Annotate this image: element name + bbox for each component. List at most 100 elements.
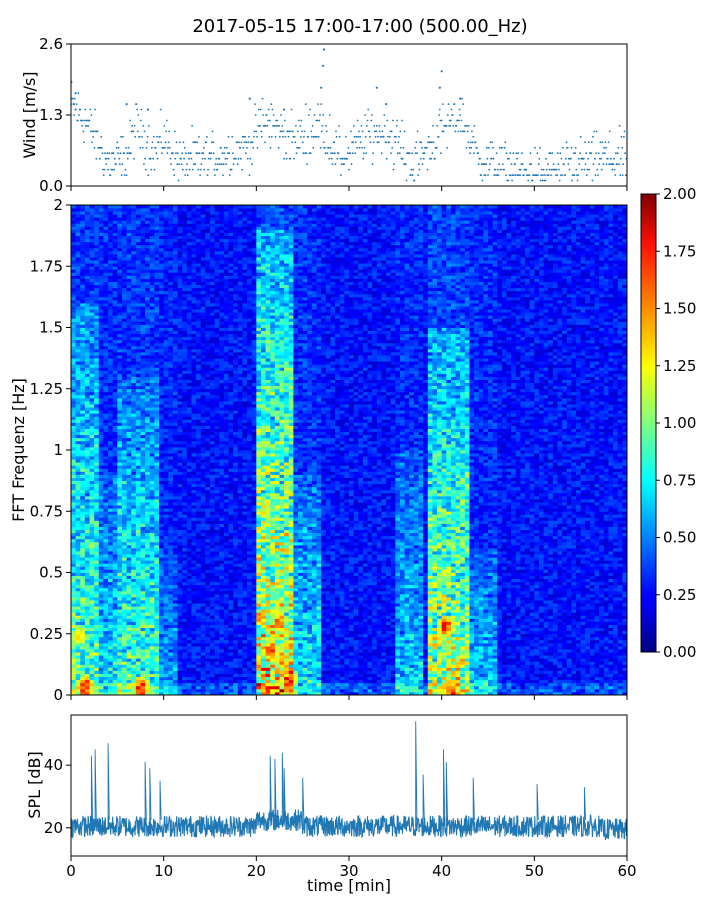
heatmap-cell [163, 685, 169, 690]
heatmap-cell [186, 551, 192, 555]
heatmap-cell [131, 639, 137, 644]
heatmap-cell [108, 394, 114, 399]
heatmap-cell [89, 597, 95, 601]
heatmap-cell [117, 532, 123, 537]
wind-point [498, 163, 500, 166]
heatmap-cell [117, 667, 123, 671]
heatmap-cell [135, 615, 141, 619]
heatmap-cell [140, 223, 146, 227]
heatmap-cell [126, 520, 132, 524]
heatmap-cell [131, 266, 137, 270]
heatmap-cell [89, 658, 95, 662]
heatmap-cell [117, 639, 123, 644]
heatmap-cell [135, 514, 141, 518]
wind-point [268, 135, 271, 138]
heatmap-cell [121, 456, 127, 460]
heatmap-cell [94, 655, 100, 659]
heatmap-cell [145, 606, 151, 610]
heatmap-cell [89, 456, 95, 460]
heatmap-cell [75, 321, 81, 325]
heatmap-cell [108, 480, 114, 485]
heatmap-cell [98, 318, 104, 322]
wind-point [515, 152, 518, 155]
heatmap-cell [154, 379, 160, 384]
heatmap-cell [172, 685, 178, 690]
heatmap-cell [163, 465, 169, 469]
wind-point [105, 157, 108, 160]
heatmap-cell [145, 489, 151, 494]
heatmap-cell [94, 315, 100, 319]
heatmap-cell [98, 257, 104, 261]
heatmap-cell [94, 514, 100, 518]
wind-point [296, 130, 299, 133]
wind-point [72, 103, 75, 106]
heatmap-cell [84, 257, 90, 261]
heatmap-cell [103, 309, 109, 313]
heatmap-cell [103, 627, 109, 632]
heatmap-cell [84, 370, 90, 374]
heatmap-cell [94, 664, 100, 668]
heatmap-cell [75, 333, 81, 338]
heatmap-cell [159, 358, 165, 362]
heatmap-cell [108, 646, 114, 650]
heatmap-cell [121, 410, 127, 414]
heatmap-cell [140, 404, 146, 408]
heatmap-cell [182, 312, 188, 316]
wind-point [403, 130, 406, 133]
heatmap-cell [172, 569, 178, 573]
heatmap-cell [126, 514, 132, 518]
heatmap-cell [168, 250, 174, 255]
heatmap-cell [112, 401, 118, 405]
heatmap-cell [94, 220, 100, 224]
heatmap-cell [80, 257, 86, 261]
wind-point [438, 86, 441, 89]
heatmap-cell [172, 532, 178, 537]
heatmap-cell [94, 459, 100, 463]
heatmap-cell [145, 250, 151, 255]
heatmap-cell [126, 327, 132, 331]
wind-point [405, 179, 408, 182]
wind-point [303, 130, 306, 133]
heatmap-cell [140, 306, 146, 310]
heatmap-cell [103, 667, 109, 671]
heatmap-cell [140, 548, 146, 552]
heatmap-cell [159, 266, 165, 270]
heatmap-cell [135, 587, 141, 592]
heatmap-cell [75, 505, 81, 509]
heatmap-cell [149, 229, 155, 233]
heatmap-cell [117, 462, 123, 466]
heatmap-cell [182, 431, 188, 436]
heatmap-cell [117, 477, 123, 482]
heatmap-cell [84, 250, 90, 255]
heatmap-cell [71, 257, 77, 261]
heatmap-cell [117, 437, 123, 442]
heatmap-cell [172, 382, 178, 387]
heatmap-cell [182, 486, 188, 491]
heatmap-cell [94, 345, 100, 350]
heatmap-cell [71, 578, 77, 583]
heatmap-cell [182, 327, 188, 331]
heatmap-cell [168, 404, 174, 408]
heatmap-cell [75, 416, 81, 420]
heatmap-cell [126, 480, 132, 485]
heatmap-cell [145, 278, 151, 282]
heatmap-cell [182, 551, 188, 555]
heatmap-cell [159, 422, 165, 426]
heatmap-cell [131, 581, 137, 586]
wind-point [346, 152, 349, 155]
heatmap-cell [121, 315, 127, 319]
wind-point [361, 146, 363, 149]
heatmap-cell [71, 330, 77, 335]
wind-point [244, 152, 247, 155]
heatmap-cell [154, 309, 160, 313]
heatmap-cell [182, 667, 188, 671]
heatmap-cell [168, 526, 174, 531]
wind-point [600, 168, 603, 171]
wind-point [172, 152, 174, 155]
heatmap-cell [89, 682, 95, 687]
wind-point [353, 125, 355, 127]
heatmap-cell [80, 443, 86, 448]
heatmap-cell [126, 676, 132, 681]
heatmap-cell [154, 538, 160, 543]
heatmap-cell [140, 544, 146, 549]
